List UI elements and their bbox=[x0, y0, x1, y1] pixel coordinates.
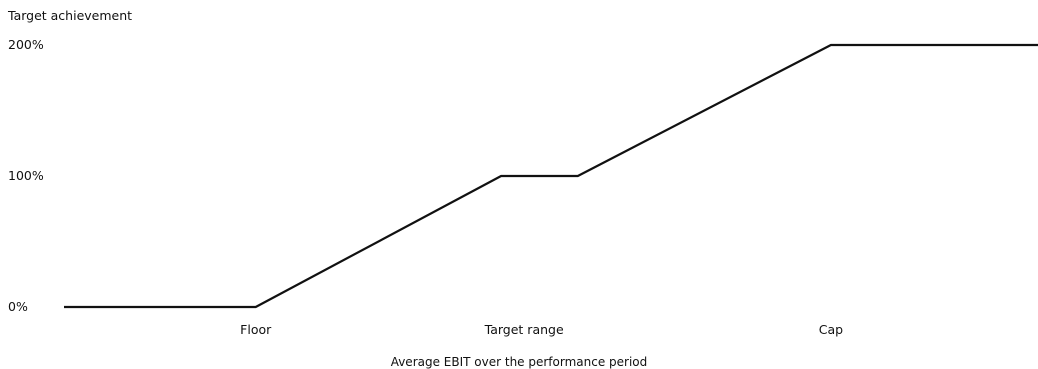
y-tick-labels: 0% 100% 200% bbox=[8, 37, 44, 314]
achievement-curve-line bbox=[64, 43, 1038, 309]
y-tick-label: 200% bbox=[8, 37, 44, 52]
x-tick-labels: Floor Target range Cap bbox=[240, 322, 843, 337]
x-axis-title: Average EBIT over the performance period bbox=[390, 355, 648, 369]
y-axis-title: Target achievement bbox=[8, 8, 133, 23]
y-tick-label: 100% bbox=[8, 168, 44, 183]
x-tick-label: Floor bbox=[240, 322, 272, 337]
series-lines bbox=[64, 43, 1038, 309]
x-tick-label: Cap bbox=[819, 322, 843, 337]
y-tick-label: 0% bbox=[8, 299, 28, 314]
x-tick-label: Target range bbox=[484, 322, 564, 337]
